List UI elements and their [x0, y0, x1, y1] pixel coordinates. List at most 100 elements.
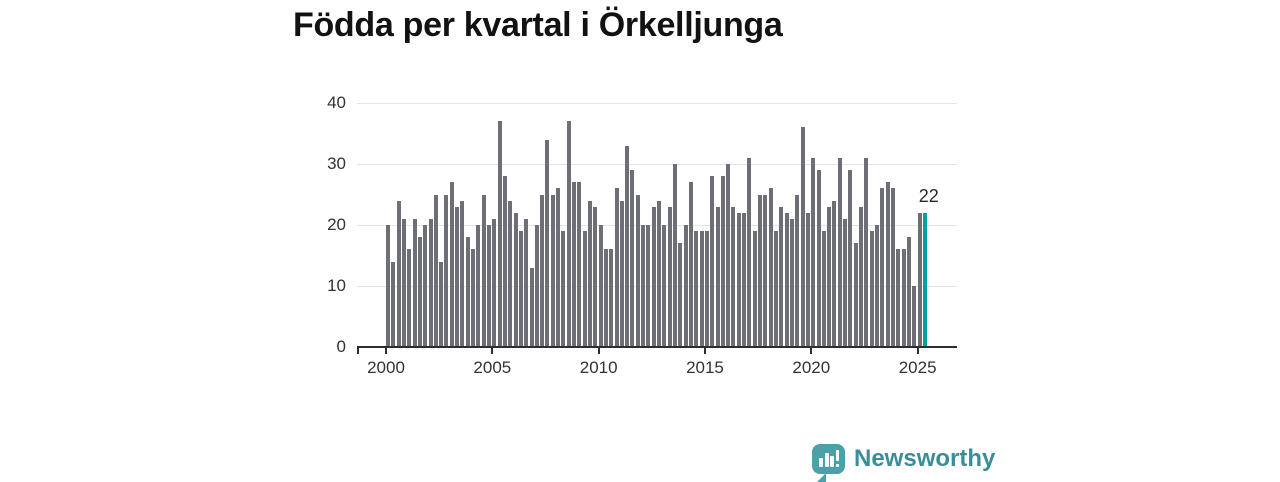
bar [657, 200, 662, 347]
bar [593, 206, 598, 347]
bar [758, 194, 763, 347]
bar [843, 218, 848, 347]
bar [486, 225, 491, 347]
bar [465, 237, 470, 347]
logo-bar-1 [819, 458, 823, 467]
bar [550, 194, 555, 347]
bar [396, 200, 401, 347]
bar [912, 286, 917, 347]
bar [694, 231, 699, 347]
bar [556, 188, 561, 347]
bar [869, 231, 874, 347]
bar [609, 249, 614, 347]
bar [518, 231, 523, 347]
bar [699, 231, 704, 347]
y-axis-tick-label: 10 [327, 276, 346, 295]
bar [784, 212, 789, 347]
bar [821, 231, 826, 347]
bar [577, 182, 582, 347]
bar [848, 170, 853, 347]
bar [534, 225, 539, 347]
bar [545, 139, 550, 347]
logo-bar-2 [824, 453, 829, 467]
bar [540, 194, 545, 347]
bar [529, 267, 534, 347]
bar [662, 225, 667, 347]
bar [747, 157, 752, 347]
gridline-y-20 [357, 224, 957, 226]
bar [476, 225, 481, 347]
x-axis-tick-label: 2015 [686, 358, 724, 377]
bar [859, 206, 864, 347]
bar [614, 188, 619, 347]
bar [428, 218, 433, 347]
y-axis-tick-label: 20 [327, 215, 346, 234]
bar [683, 225, 688, 347]
gridline-y-10 [357, 285, 957, 287]
logo-bubble-shape [812, 444, 845, 474]
bar [603, 249, 608, 347]
logo-wordmark: Newsworthy [854, 445, 996, 472]
x-axis-tick-label: 2005 [473, 358, 512, 377]
bar [853, 243, 858, 347]
bar [641, 225, 646, 347]
bar [412, 218, 417, 347]
bar [401, 218, 406, 347]
y-axis-tick-label: 30 [327, 154, 346, 173]
logo-exclamation-dot [835, 463, 839, 467]
bar [710, 176, 715, 347]
x-axis-tick-2010 [597, 348, 600, 354]
bar [827, 206, 832, 347]
bar [720, 176, 725, 347]
bar [423, 225, 428, 347]
bar [837, 157, 842, 347]
bar [715, 206, 720, 347]
bar [688, 182, 693, 347]
bar [417, 237, 422, 347]
bar [864, 157, 869, 347]
bar [906, 237, 911, 347]
bar [513, 212, 518, 347]
bar [449, 182, 454, 347]
bar [630, 170, 635, 347]
x-axis-tick-2005 [491, 348, 494, 354]
bar [561, 231, 566, 347]
bar [726, 164, 731, 347]
bar [731, 206, 736, 347]
bar [805, 212, 810, 347]
bar [386, 225, 390, 347]
x-axis-tick-label: 2025 [898, 358, 937, 377]
bar [880, 188, 885, 347]
x-axis-tick-label: 2000 [367, 358, 405, 377]
bar [566, 121, 571, 347]
bar [635, 194, 640, 347]
bar [890, 188, 895, 347]
bar [625, 145, 630, 347]
bar [896, 249, 901, 347]
bar [471, 249, 476, 347]
bar [460, 200, 465, 347]
bar [736, 212, 741, 347]
bar [524, 218, 529, 347]
bar-chart-speech-bubble-icon [812, 444, 845, 482]
bar [508, 200, 513, 347]
y-axis-tick-label: 40 [327, 93, 346, 112]
x-axis-line [357, 346, 957, 348]
highlight-value-label: 22 [918, 185, 939, 206]
bar [444, 194, 449, 347]
x-axis-tick-label: 2020 [792, 358, 831, 377]
bar [502, 176, 507, 347]
bar [763, 194, 768, 347]
bar [646, 225, 651, 347]
bar [455, 206, 460, 347]
bar [391, 261, 396, 347]
bar [673, 164, 677, 347]
bar [832, 200, 837, 347]
gridline-y-40 [357, 102, 957, 104]
bar [816, 170, 821, 347]
x-axis-tick-2000 [385, 348, 387, 354]
bar [874, 225, 879, 347]
bar [885, 182, 890, 347]
x-axis-start-tick [357, 348, 359, 354]
bar [582, 231, 587, 347]
